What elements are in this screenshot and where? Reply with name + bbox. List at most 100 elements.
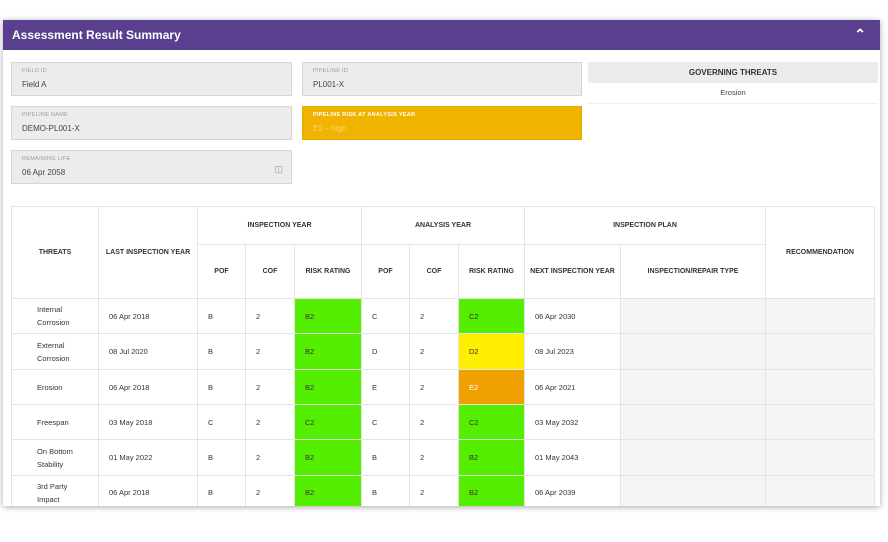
threat-cell: Erosion [11,369,99,405]
risk-rating-cell: D2 [458,333,525,370]
threat-cell: On Bottom Stability [11,439,99,476]
last-inspection-cell: 08 Jul 2020 [98,333,198,370]
field-id-field[interactable]: FIELD ID Field A [11,62,292,96]
recommendation-cell [765,369,875,405]
inspection-repair-type-cell [620,404,766,440]
pipeline-risk-field: PIPELINE RISK AT ANALYSIS YEAR E2 - High [302,106,582,140]
pof-cell: E [361,369,410,405]
col-pof-inspection: POF [197,244,246,299]
pof-cell: B [197,369,246,405]
governing-threats-value: Erosion [588,83,878,104]
pipeline-risk-value: E2 - High [313,124,347,133]
pipeline-name-label: PIPELINE NAME [22,112,69,118]
col-recommendation: RECOMMENDATION [765,206,875,299]
cof-cell: 2 [409,369,459,405]
cof-cell: 2 [245,404,295,440]
risk-rating-cell: B2 [294,439,362,476]
table-row: On Bottom Stability 01 May 2022 B 2 B2 B 2 B2 01… [11,439,875,476]
pof-cell: C [361,298,410,334]
col-next-inspection-year: NEXT INSPECTION YEAR [524,244,621,299]
cof-cell: 2 [245,298,295,334]
recommendation-cell [765,404,875,440]
pipeline-id-label: PIPELINE ID [313,68,349,74]
pof-cell: C [197,404,246,440]
inspection-repair-type-cell [620,369,766,405]
next-inspection-cell: 06 Apr 2021 [524,369,621,405]
risk-rating-cell: B2 [294,333,362,370]
last-inspection-cell: 01 May 2022 [98,439,198,476]
cof-cell: 2 [409,439,459,476]
col-cof-analysis: COF [409,244,459,299]
col-risk-rating-inspection: RISK RATING [294,244,362,299]
field-id-label: FIELD ID [22,68,48,74]
last-inspection-cell: 06 Apr 2018 [98,298,198,334]
remaining-life-value: 06 Apr 2058 [22,168,66,177]
cof-cell: 2 [409,298,459,334]
remaining-life-label: REMAINING LIFE [22,156,71,162]
col-inspection-repair-type: INSPECTION/REPAIR TYPE [620,244,766,299]
risk-rating-cell: C2 [294,404,362,440]
pof-cell: C [361,404,410,440]
table-row: Erosion 06 Apr 2018 B 2 B2 E 2 E2 06 Apr 2021 [11,369,875,405]
pipeline-name-value: DEMO-PL001-X [22,124,80,133]
pipeline-name-field[interactable]: PIPELINE NAME DEMO-PL001-X [11,106,292,140]
pipeline-id-field[interactable]: PIPELINE ID PL001-X [302,62,582,96]
risk-rating-cell: C2 [458,404,525,440]
threat-results-table: THREATS LAST INSPECTION YEAR INSPECTION … [11,206,875,506]
inspection-repair-type-cell [620,298,766,334]
inspection-repair-type-cell [620,333,766,370]
next-inspection-cell: 06 Apr 2030 [524,298,621,334]
pof-cell: B [361,475,410,506]
recommendation-cell [765,298,875,334]
recommendation-cell [765,439,875,476]
next-inspection-cell: 06 Apr 2039 [524,475,621,506]
cof-cell: 2 [409,404,459,440]
cof-cell: 2 [245,333,295,370]
pipeline-risk-label: PIPELINE RISK AT ANALYSIS YEAR [313,112,416,118]
group-inspection-year: INSPECTION YEAR [197,206,362,245]
pof-cell: D [361,333,410,370]
table-row: 3rd Party Impact 06 Apr 2018 B 2 B2 B 2 B2 06 Ap… [11,475,875,506]
pof-cell: B [197,475,246,506]
inspection-repair-type-cell [620,475,766,506]
risk-rating-cell: E2 [458,369,525,405]
recommendation-cell [765,333,875,370]
risk-rating-cell: B2 [294,369,362,405]
group-inspection-plan: INSPECTION PLAN [524,206,766,245]
last-inspection-cell: 06 Apr 2018 [98,475,198,506]
cof-cell: 2 [409,333,459,370]
risk-rating-cell: B2 [294,475,362,506]
calendar-icon[interactable]: ◫ [274,164,283,174]
col-cof-inspection: COF [245,244,295,299]
pof-cell: B [361,439,410,476]
table-row: External Corrosion 08 Jul 2020 B 2 B2 D 2 D2 08 … [11,333,875,370]
group-analysis-year: ANALYSIS YEAR [361,206,525,245]
table-row: Internal Corrosion 06 Apr 2018 B 2 B2 C 2 C2 06 … [11,298,875,334]
risk-rating-cell: B2 [458,475,525,506]
remaining-life-field[interactable]: REMAINING LIFE 06 Apr 2058 ◫ [11,150,292,184]
col-pof-analysis: POF [361,244,410,299]
last-inspection-cell: 06 Apr 2018 [98,369,198,405]
chevron-up-icon[interactable]: ⌃ [854,26,866,42]
cof-cell: 2 [245,439,295,476]
cof-cell: 2 [409,475,459,506]
next-inspection-cell: 08 Jul 2023 [524,333,621,370]
panel-header: Assessment Result Summary ⌃ [3,20,880,50]
col-last-inspection-year: LAST INSPECTION YEAR [98,206,198,299]
col-risk-rating-analysis: RISK RATING [458,244,525,299]
cof-cell: 2 [245,475,295,506]
assessment-result-summary-panel: Assessment Result Summary ⌃ FIELD ID Fie… [3,20,880,506]
pof-cell: B [197,298,246,334]
next-inspection-cell: 03 May 2032 [524,404,621,440]
table-row: Freespan 03 May 2018 C 2 C2 C 2 C2 03 May 2032 [11,404,875,440]
last-inspection-cell: 03 May 2018 [98,404,198,440]
threat-cell: Freespan [11,404,99,440]
pof-cell: B [197,439,246,476]
threat-cell: External Corrosion [11,333,99,370]
next-inspection-cell: 01 May 2043 [524,439,621,476]
recommendation-cell [765,475,875,506]
risk-rating-cell: B2 [294,298,362,334]
risk-rating-cell: C2 [458,298,525,334]
inspection-repair-type-cell [620,439,766,476]
threat-cell: Internal Corrosion [11,298,99,334]
